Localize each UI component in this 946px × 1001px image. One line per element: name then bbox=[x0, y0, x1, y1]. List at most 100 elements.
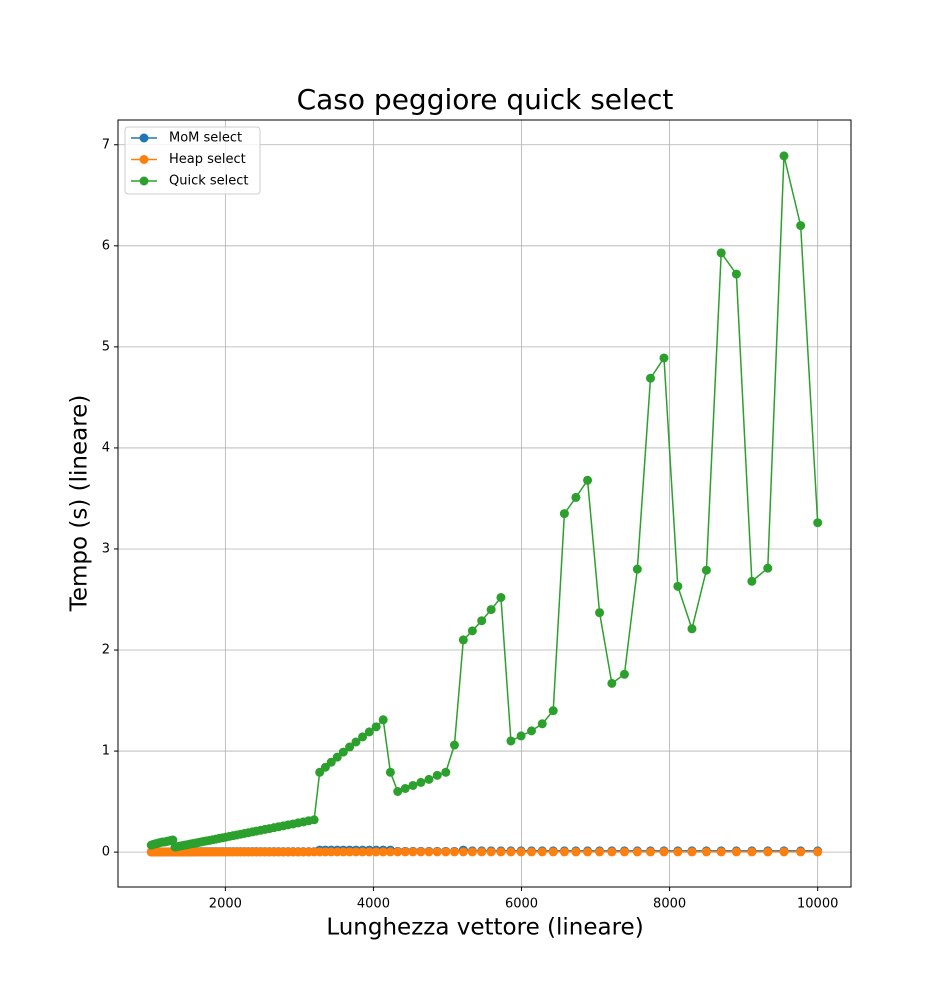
data-point bbox=[506, 847, 515, 856]
data-point bbox=[646, 847, 655, 856]
data-point bbox=[763, 847, 772, 856]
data-point bbox=[401, 847, 410, 856]
data-point bbox=[796, 221, 805, 230]
y-tick-label: 6 bbox=[102, 238, 110, 253]
data-point bbox=[527, 726, 536, 735]
legend-label: MoM select bbox=[169, 131, 242, 146]
data-point bbox=[583, 476, 592, 485]
data-point bbox=[459, 847, 468, 856]
data-point bbox=[595, 608, 604, 617]
data-point bbox=[517, 731, 526, 740]
data-point bbox=[468, 626, 477, 635]
chart-title: Caso peggiore quick select bbox=[297, 83, 674, 116]
data-point bbox=[424, 847, 433, 856]
data-point bbox=[732, 847, 741, 856]
data-point bbox=[717, 847, 726, 856]
data-point bbox=[560, 509, 569, 518]
data-point bbox=[401, 784, 410, 793]
data-point bbox=[659, 847, 668, 856]
data-point bbox=[687, 847, 696, 856]
data-point bbox=[560, 847, 569, 856]
data-point bbox=[441, 847, 450, 856]
data-point bbox=[732, 270, 741, 279]
data-point bbox=[607, 847, 616, 856]
data-point bbox=[433, 847, 442, 856]
legend-marker bbox=[140, 155, 149, 164]
data-point bbox=[779, 847, 788, 856]
data-point bbox=[450, 741, 459, 750]
data-point bbox=[633, 565, 642, 574]
data-point bbox=[702, 847, 711, 856]
data-point bbox=[763, 564, 772, 573]
data-point bbox=[468, 847, 477, 856]
legend-marker bbox=[140, 134, 149, 143]
data-point bbox=[386, 768, 395, 777]
data-point bbox=[487, 847, 496, 856]
data-point bbox=[517, 847, 526, 856]
data-point bbox=[372, 722, 381, 731]
data-point bbox=[527, 847, 536, 856]
data-point bbox=[477, 847, 486, 856]
data-point bbox=[583, 847, 592, 856]
data-point bbox=[487, 605, 496, 614]
data-point bbox=[450, 847, 459, 856]
data-point bbox=[796, 847, 805, 856]
y-tick-label: 2 bbox=[102, 643, 110, 658]
data-point bbox=[459, 635, 468, 644]
data-point bbox=[633, 847, 642, 856]
x-axis-label: Lunghezza vettore (lineare) bbox=[326, 915, 643, 941]
x-tick-label: 2000 bbox=[209, 897, 242, 912]
x-tick-label: 6000 bbox=[505, 897, 538, 912]
plot-frame bbox=[118, 120, 851, 887]
data-point bbox=[659, 353, 668, 362]
y-tick-label: 0 bbox=[102, 845, 110, 860]
data-point bbox=[441, 768, 450, 777]
data-point bbox=[506, 736, 515, 745]
data-point bbox=[424, 775, 433, 784]
data-point bbox=[433, 771, 442, 780]
legend-label: Heap select bbox=[169, 152, 246, 167]
data-point bbox=[416, 847, 425, 856]
data-point bbox=[673, 847, 682, 856]
data-point bbox=[549, 706, 558, 715]
x-tick-label: 8000 bbox=[653, 897, 686, 912]
data-point bbox=[571, 493, 580, 502]
data-point bbox=[620, 670, 629, 679]
data-point bbox=[595, 847, 604, 856]
data-point bbox=[779, 151, 788, 160]
y-tick-label: 7 bbox=[102, 137, 110, 152]
x-tick-label: 10000 bbox=[797, 897, 838, 912]
data-point bbox=[379, 715, 388, 724]
data-point bbox=[408, 781, 417, 790]
data-point bbox=[310, 815, 319, 824]
data-point bbox=[687, 624, 696, 633]
series-line bbox=[151, 156, 817, 847]
data-point bbox=[571, 847, 580, 856]
data-point bbox=[538, 719, 547, 728]
data-point bbox=[477, 616, 486, 625]
data-point bbox=[813, 518, 822, 527]
y-tick-label: 3 bbox=[102, 541, 110, 556]
legend: MoM select Heap select Quick select bbox=[125, 127, 260, 194]
data-point bbox=[717, 248, 726, 257]
data-point bbox=[408, 847, 417, 856]
data-point bbox=[813, 847, 822, 856]
y-tick-label: 4 bbox=[102, 440, 110, 455]
data-point bbox=[673, 582, 682, 591]
legend-label: Quick select bbox=[169, 174, 249, 189]
data-point bbox=[496, 847, 505, 856]
data-point bbox=[607, 679, 616, 688]
data-point bbox=[496, 593, 505, 602]
x-tick-label: 4000 bbox=[357, 897, 390, 912]
data-point bbox=[747, 847, 756, 856]
data-point bbox=[538, 847, 547, 856]
data-point bbox=[646, 374, 655, 383]
y-axis-label: Tempo (s) (lineare) bbox=[67, 395, 93, 613]
data-point bbox=[702, 566, 711, 575]
data-point bbox=[620, 847, 629, 856]
data-point bbox=[747, 577, 756, 586]
legend-marker bbox=[140, 177, 149, 186]
y-tick-label: 1 bbox=[102, 744, 110, 759]
data-point bbox=[416, 778, 425, 787]
